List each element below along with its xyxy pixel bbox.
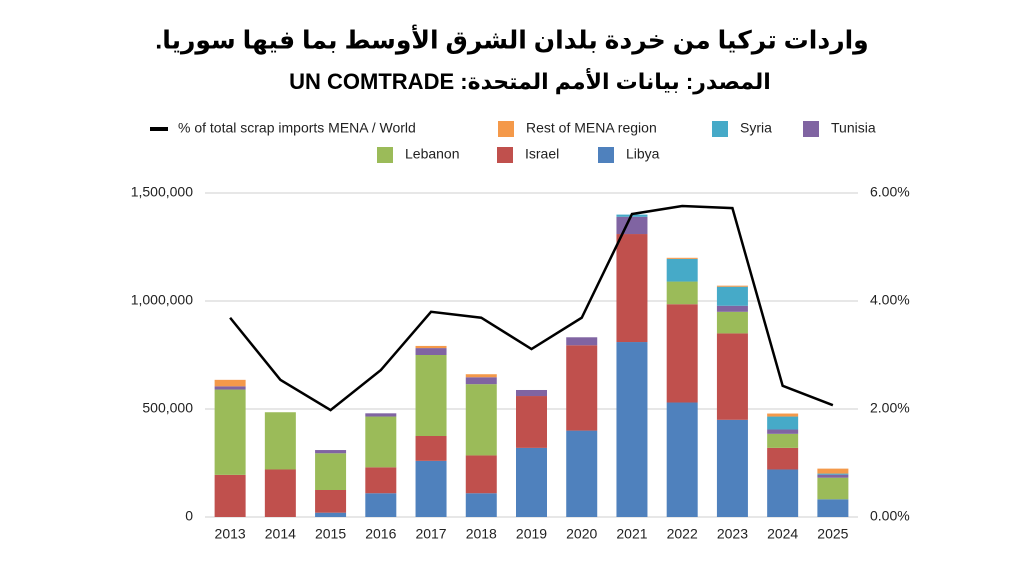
bar-segment xyxy=(716,419,748,517)
bar-segment xyxy=(315,450,347,454)
legend-label: Rest of MENA region xyxy=(526,120,657,136)
legend-label: Lebanon xyxy=(405,146,460,162)
bar-segment xyxy=(264,469,296,517)
x-tick-label: 2015 xyxy=(315,526,346,542)
bar-segment xyxy=(716,333,748,420)
bar-segment xyxy=(666,304,698,403)
bar-segment xyxy=(365,413,397,417)
bar-segment xyxy=(817,499,849,517)
x-tick-label: 2014 xyxy=(265,526,296,542)
legend-label: % of total scrap imports MENA / World xyxy=(178,120,416,136)
bar-segment xyxy=(817,474,849,478)
bar-segment xyxy=(315,512,347,517)
bar-segment xyxy=(616,216,648,235)
bar-segment xyxy=(566,337,598,346)
chart-title: واردات تركيا من خردة بلدان الشرق الأوسط … xyxy=(155,25,868,56)
chart-subtitle: المصدر: بيانات الأمم المتحدة: UN COMTRAD… xyxy=(289,67,771,94)
bar-segment xyxy=(315,453,347,490)
bar-segment xyxy=(566,345,598,431)
bar-segment xyxy=(214,389,246,475)
bar-segment xyxy=(616,342,648,517)
legend-swatch xyxy=(498,121,514,137)
legend-label: Israel xyxy=(525,146,559,162)
bar-segment xyxy=(666,257,698,259)
bar-segment xyxy=(817,468,849,474)
y2-tick-label: 0.00% xyxy=(870,508,910,524)
x-tick-label: 2013 xyxy=(215,526,246,542)
legend-label: Libya xyxy=(626,146,660,162)
x-tick-label: 2021 xyxy=(616,526,647,542)
bar-segment xyxy=(716,305,748,312)
x-tick-label: 2024 xyxy=(767,526,798,542)
x-tick-label: 2025 xyxy=(817,526,848,542)
x-tick-label: 2018 xyxy=(466,526,497,542)
bar-segment xyxy=(415,345,447,349)
bar-segment xyxy=(716,285,748,287)
x-tick-label: 2017 xyxy=(415,526,446,542)
bar-segment xyxy=(214,474,246,517)
y-tick-label: 1,000,000 xyxy=(131,292,193,308)
legend-label: Tunisia xyxy=(831,120,876,136)
x-tick-label: 2016 xyxy=(365,526,396,542)
bar-segment xyxy=(767,416,799,430)
bar-segment xyxy=(415,460,447,517)
legend-swatch xyxy=(377,147,393,163)
y-tick-label: 0 xyxy=(185,508,193,524)
bar-segment xyxy=(666,258,698,282)
legend-swatch xyxy=(150,127,168,131)
line-series xyxy=(229,204,834,412)
bar-segment xyxy=(666,402,698,517)
bar-segment xyxy=(264,412,296,470)
bar-segment xyxy=(415,348,447,355)
bar-segment xyxy=(465,493,497,517)
y-tick-label: 500,000 xyxy=(142,400,193,416)
bar-segment xyxy=(315,490,347,513)
bar-segment xyxy=(465,377,497,385)
legend-label: Syria xyxy=(740,120,772,136)
x-tick-label: 2020 xyxy=(566,526,597,542)
bar-segment xyxy=(465,455,497,494)
bar-segment xyxy=(817,477,849,500)
legend-swatch xyxy=(598,147,614,163)
y2-tick-label: 2.00% xyxy=(870,400,910,416)
bar-segment xyxy=(666,281,698,305)
bar-segment xyxy=(415,436,447,461)
bar-segment xyxy=(365,416,397,468)
bar-segment xyxy=(716,311,748,334)
bar-segment xyxy=(214,379,246,387)
y-tick-label: 1,500,000 xyxy=(131,184,193,200)
bar-segment xyxy=(516,447,547,517)
bar-segment xyxy=(214,386,246,390)
y2-tick-label: 6.00% xyxy=(870,184,910,200)
bar-segment xyxy=(616,234,648,343)
bar-segment xyxy=(767,447,799,470)
bar-segment xyxy=(767,469,799,517)
x-tick-label: 2022 xyxy=(667,526,698,542)
y2-tick-label: 4.00% xyxy=(870,292,910,308)
legend-swatch xyxy=(712,121,728,137)
x-tick-label: 2019 xyxy=(516,526,547,542)
bar-segment xyxy=(767,433,799,448)
bar-segment xyxy=(767,429,799,434)
bar-segment xyxy=(767,413,799,417)
bar-segment xyxy=(716,286,748,306)
bar-segment xyxy=(516,396,547,448)
bar-segment xyxy=(465,374,497,378)
bar-segment xyxy=(566,430,598,517)
bar-segment xyxy=(365,467,397,494)
legend-swatch xyxy=(497,147,513,163)
bar-segment xyxy=(516,389,547,397)
bar-segment xyxy=(817,473,849,475)
bar-segment xyxy=(365,493,397,517)
bar-segment xyxy=(415,355,447,436)
legend-swatch xyxy=(803,121,819,137)
bar-segment xyxy=(465,384,497,456)
x-tick-label: 2023 xyxy=(717,526,748,542)
